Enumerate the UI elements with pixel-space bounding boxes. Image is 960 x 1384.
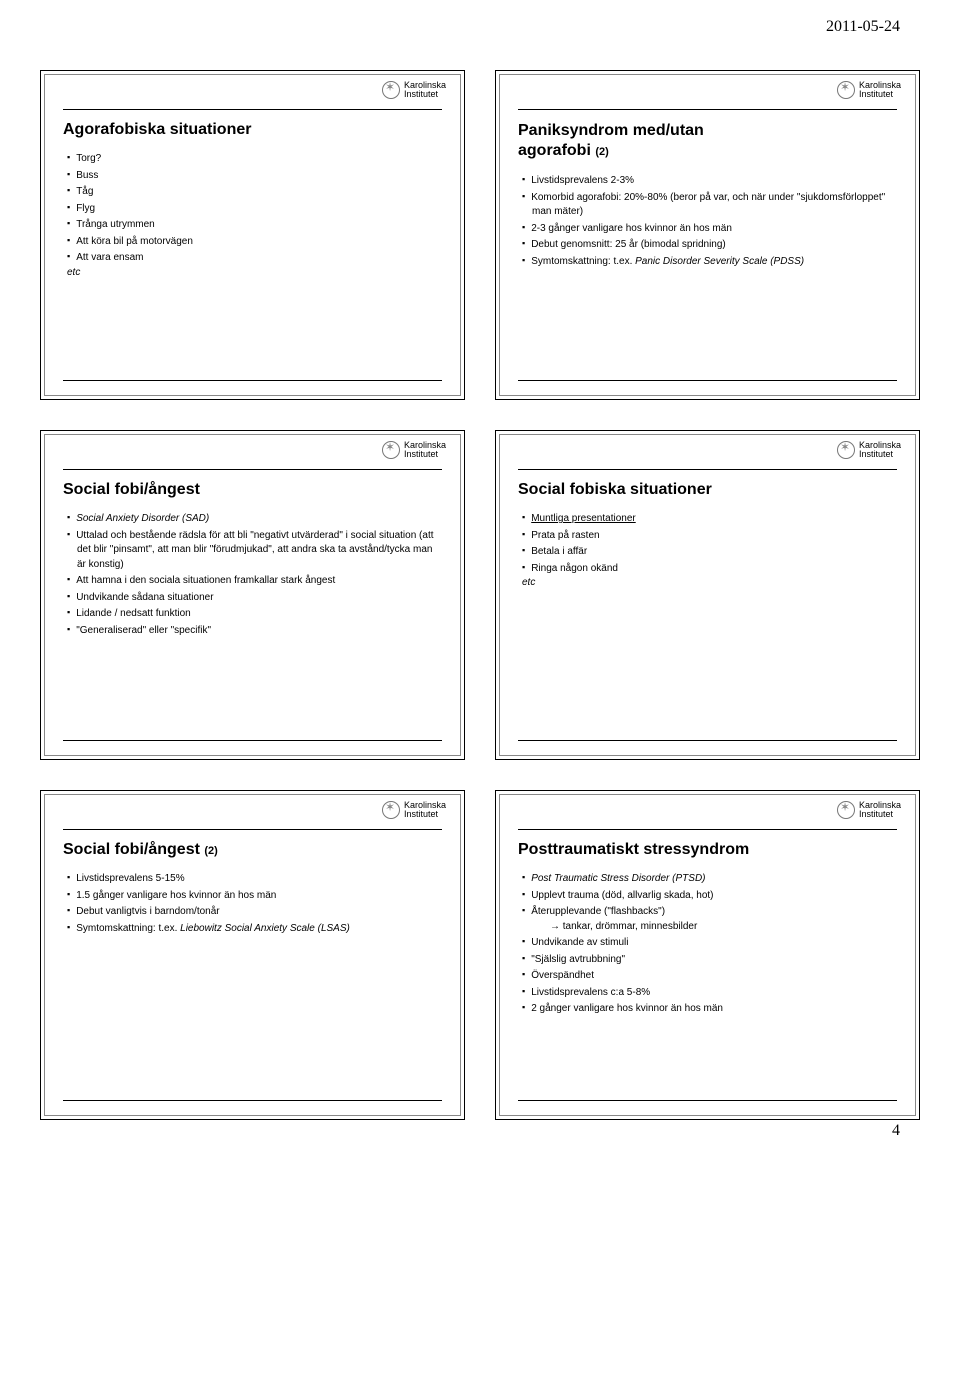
slide-divider-top <box>63 109 442 110</box>
slide-title: Agorafobiska situationer <box>63 121 442 139</box>
list-item: Buss <box>67 168 442 184</box>
slide-ptsd: KarolinskaInstitutet Posttraumatiskt str… <box>495 790 920 1120</box>
slide-divider-top <box>518 109 897 110</box>
ki-seal-icon <box>382 801 400 819</box>
ki-logo-text: KarolinskaInstitutet <box>404 81 446 100</box>
ki-seal-icon <box>837 441 855 459</box>
list-item: Debut vanligtvis i barndom/tonår <box>67 904 442 920</box>
slide-divider-top <box>518 469 897 470</box>
ki-logo: KarolinskaInstitutet <box>837 441 901 460</box>
slide-list: Livstidsprevalens 2-3% Komorbid agorafob… <box>518 173 897 269</box>
list-item: Post Traumatic Stress Disorder (PTSD) <box>522 871 897 887</box>
slide-divider-bottom <box>518 740 897 741</box>
list-item: Undvikande av stimuli <box>522 935 897 951</box>
list-item: Överspändhet <box>522 968 897 984</box>
slide-title: Paniksyndrom med/utan agorafobi (2) <box>518 121 897 161</box>
slide-social-fobi-2: KarolinskaInstitutet Social fobi/ångest … <box>40 790 465 1120</box>
list-item: Muntliga presentationer <box>522 511 897 527</box>
ki-logo: KarolinskaInstitutet <box>837 81 901 100</box>
page-date: 2011-05-24 <box>826 18 900 36</box>
list-item: "Själslig avtrubbning" <box>522 952 897 968</box>
list-item: Lidande / nedsatt funktion <box>67 606 442 622</box>
slide-divider-bottom <box>63 740 442 741</box>
ki-seal-icon <box>382 81 400 99</box>
list-item: Att köra bil på motorvägen <box>67 234 442 250</box>
list-item: Undvikande sådana situationer <box>67 590 442 606</box>
list-item: Att hamna i den sociala situationen fram… <box>67 573 442 589</box>
list-item: Social Anxiety Disorder (SAD) <box>67 511 442 527</box>
slide-list: Muntliga presentationer Prata på rasten … <box>518 511 897 591</box>
list-item: 2-3 gånger vanligare hos kvinnor än hos … <box>522 221 897 237</box>
list-item: 1.5 gånger vanligare hos kvinnor än hos … <box>67 888 442 904</box>
slide-divider-top <box>63 469 442 470</box>
list-item: Symtomskattning: t.ex. Panic Disorder Se… <box>522 254 897 270</box>
list-item: Trånga utrymmen <box>67 217 442 233</box>
list-item: Ringa någon okändetc <box>522 561 897 591</box>
list-item: Prata på rasten <box>522 528 897 544</box>
slide-social-situationer: KarolinskaInstitutet Social fobiska situ… <box>495 430 920 760</box>
list-item: "Generaliserad" eller "specifik" <box>67 623 442 639</box>
ki-logo-text: KarolinskaInstitutet <box>859 81 901 100</box>
list-item: Livstidsprevalens 2-3% <box>522 173 897 189</box>
slide-list: Social Anxiety Disorder (SAD) Uttalad oc… <box>63 511 442 638</box>
list-item: Upplevt trauma (död, allvarlig skada, ho… <box>522 888 897 904</box>
page-number: 4 <box>892 1122 900 1140</box>
list-subitem: → tankar, drömmar, minnesbilder <box>532 920 897 935</box>
list-etc: etc <box>532 576 897 591</box>
ki-seal-icon <box>837 801 855 819</box>
slide-list: Livstidsprevalens 5-15% 1.5 gånger vanli… <box>63 871 442 936</box>
ki-logo: KarolinskaInstitutet <box>382 441 446 460</box>
list-item: Uttalad och bestående rädsla för att bli… <box>67 528 442 573</box>
slide-divider-bottom <box>518 380 897 381</box>
list-item: Tåg <box>67 184 442 200</box>
slide-title: Posttraumatiskt stressyndrom <box>518 841 897 859</box>
ki-logo-text: KarolinskaInstitutet <box>859 801 901 820</box>
slide-social-fobi: KarolinskaInstitutet Social fobi/ångest … <box>40 430 465 760</box>
list-etc: etc <box>77 266 442 281</box>
slide-paniksyndrom: KarolinskaInstitutet Paniksyndrom med/ut… <box>495 70 920 400</box>
slide-agorafobiska: KarolinskaInstitutet Agorafobiska situat… <box>40 70 465 400</box>
slide-list: Torg? Buss Tåg Flyg Trånga utrymmen Att … <box>63 151 442 280</box>
list-item: Betala i affär <box>522 544 897 560</box>
slide-list: Post Traumatic Stress Disorder (PTSD) Up… <box>518 871 897 1017</box>
slide-divider-bottom <box>63 380 442 381</box>
ki-logo: KarolinskaInstitutet <box>382 81 446 100</box>
list-item: Flyg <box>67 201 442 217</box>
slide-title: Social fobi/ångest (2) <box>63 841 442 859</box>
list-item: Symtomskattning: t.ex. Liebowitz Social … <box>67 921 442 937</box>
list-item: Komorbid agorafobi: 20%-80% (beror på va… <box>522 190 897 220</box>
slide-divider-top <box>518 829 897 830</box>
list-item: Torg? <box>67 151 442 167</box>
ki-logo-text: KarolinskaInstitutet <box>859 441 901 460</box>
ki-logo: KarolinskaInstitutet <box>837 801 901 820</box>
slide-divider-bottom <box>518 1100 897 1101</box>
list-item: Livstidsprevalens c:a 5-8% <box>522 985 897 1001</box>
ki-logo-text: KarolinskaInstitutet <box>404 801 446 820</box>
list-item: Livstidsprevalens 5-15% <box>67 871 442 887</box>
slide-divider-bottom <box>63 1100 442 1101</box>
ki-seal-icon <box>382 441 400 459</box>
ki-seal-icon <box>837 81 855 99</box>
slide-title: Social fobi/ångest <box>63 481 442 499</box>
list-item: 2 gånger vanligare hos kvinnor än hos mä… <box>522 1001 897 1017</box>
slide-divider-top <box>63 829 442 830</box>
slides-grid: KarolinskaInstitutet Agorafobiska situat… <box>40 70 920 1120</box>
ki-logo-text: KarolinskaInstitutet <box>404 441 446 460</box>
list-item: Återupplevande ("flashbacks")→ tankar, d… <box>522 904 897 934</box>
list-item: Debut genomsnitt: 25 år (bimodal spridni… <box>522 237 897 253</box>
slide-title: Social fobiska situationer <box>518 481 897 499</box>
ki-logo: KarolinskaInstitutet <box>382 801 446 820</box>
list-item: Att vara ensametc <box>67 250 442 280</box>
